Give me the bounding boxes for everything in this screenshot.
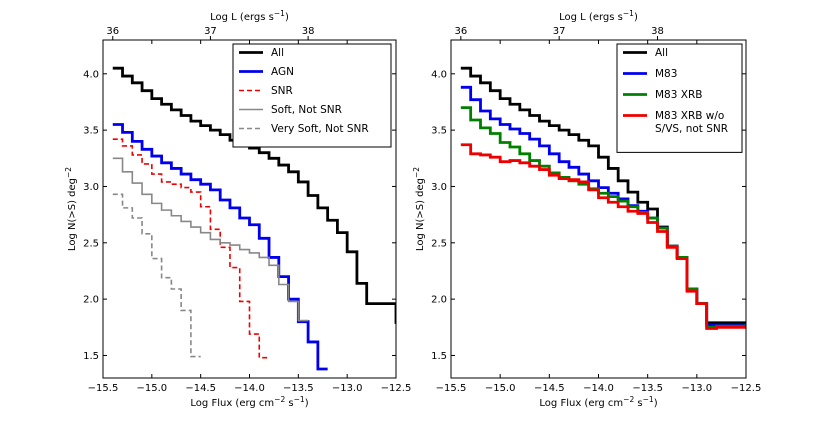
legend: All M83 M83 XRB M83 XRB w/o S/VS, not SNR (616, 43, 743, 153)
x-tick-label: −14.0 (583, 383, 614, 394)
top-tick-label: 36 (454, 26, 467, 37)
series-line-very-soft-not-snr (112, 193, 201, 358)
y-tick-label: 2.5 (83, 238, 99, 249)
y-axis-label-part-1: −2 (412, 167, 421, 178)
x-axis-label-part-2: s (285, 398, 293, 409)
series-group (460, 66, 746, 330)
top-tick-label: 38 (302, 26, 315, 37)
y-tick-label: 4.0 (431, 69, 447, 80)
y-tick-label: 2.0 (83, 295, 99, 306)
y-axis-label-part-0: Log N(>S) deg (415, 178, 426, 251)
x-axis-label: Log Flux (erg cm−2 s−1) (539, 395, 657, 410)
x-tick-label: −15.5 (88, 383, 119, 394)
legend-box (616, 43, 743, 153)
x-tick-label: −12.5 (731, 383, 762, 394)
x-axis-label-part-0: Log Flux (erg cm (190, 398, 274, 409)
y-tick-label: 2.5 (431, 238, 447, 249)
top-tick-label: 37 (204, 26, 217, 37)
legend-label-all: All (271, 47, 284, 59)
y-tick-label: 1.5 (431, 351, 447, 362)
legend-label-very-soft-not-snr: Very Soft, Not SNR (271, 123, 369, 135)
y-tick-label: 4.0 (83, 69, 99, 80)
x-tick-label: −13.0 (682, 383, 713, 394)
panel-right: −15.5 −15.0 −14.5 −14.0 −13.5 −13.0 −12.51.52.… (412, 9, 762, 410)
x-axis-label-part-4: ) (654, 398, 658, 409)
x-axis-label-part-3: −1 (643, 395, 654, 404)
x-tick-label: −15.5 (436, 383, 467, 394)
top-axis-label-part-1: −1 (274, 9, 285, 18)
top-tick-label: 36 (106, 26, 119, 37)
x-axis-label-part-3: −1 (294, 395, 305, 404)
y-tick-label: 3.5 (431, 126, 447, 137)
y-tick-label: 3.0 (431, 182, 447, 193)
top-axis-label-part-0: Log L (ergs s (210, 12, 274, 23)
series-line-agn (112, 123, 328, 371)
y-axis-label: Log N(>S) deg−2 (412, 167, 427, 251)
legend-label-m83-xrb: M83 XRB (655, 89, 702, 101)
legend-label-all: All (655, 47, 668, 59)
y-tick-label: 3.5 (83, 126, 99, 137)
legend-label-m83: M83 (655, 68, 677, 80)
legend-box (232, 43, 392, 148)
y-tick-label: 2.0 (431, 295, 447, 306)
x-tick-label: −12.5 (381, 383, 412, 394)
top-axis-label: Log L (ergs s−1) (559, 9, 638, 24)
x-axis-label: Log Flux (erg cm−2 s−1) (190, 395, 308, 410)
x-axis-label-part-1: −2 (623, 395, 634, 404)
legend-label-line: S/VS, not SNR (655, 123, 728, 135)
x-tick-label: −14.5 (534, 383, 565, 394)
legend-label-snr: SNR (271, 85, 293, 97)
x-axis-label-part-2: s (634, 398, 642, 409)
x-tick-label: −14.0 (234, 383, 265, 394)
x-axis-label-part-0: Log Flux (erg cm (539, 398, 623, 409)
series-line-snr (112, 138, 270, 359)
series-line-soft-not-snr (112, 157, 309, 322)
legend: All AGN SNR Soft, Not SNR Very Soft, Not SNR (232, 43, 392, 148)
x-tick-label: −13.5 (283, 383, 314, 394)
x-tick-label: −14.5 (185, 383, 216, 394)
y-axis-label-part-1: −2 (64, 167, 73, 178)
top-tick-label: 38 (651, 26, 664, 37)
top-axis-label-part-0: Log L (ergs s (559, 12, 623, 23)
legend-label-m83-xrb-w-o-s-vs-not-snr: M83 XRB w/o S/VS, not SNR (655, 110, 728, 135)
y-tick-label: 3.0 (83, 182, 99, 193)
y-axis-label: Log N(>S) deg−2 (64, 167, 79, 251)
y-axis-label-part-0: Log N(>S) deg (67, 178, 78, 251)
x-tick-label: −15.0 (485, 383, 516, 394)
series-line-m83-xrb-w-o-s-vs-not-snr (460, 143, 746, 330)
top-tick-label: 37 (553, 26, 566, 37)
panel-left: −15.5 −15.0 −14.5 −14.0 −13.5 −13.0 −12.51.52.… (64, 9, 412, 410)
x-axis-label-part-4: ) (305, 398, 309, 409)
x-axis-label-part-1: −2 (274, 395, 285, 404)
y-tick-label: 1.5 (83, 351, 99, 362)
x-tick-label: −15.0 (137, 383, 168, 394)
top-axis-label-part-1: −1 (623, 9, 634, 18)
x-tick-label: −13.5 (632, 383, 663, 394)
top-axis-label-part-2: ) (285, 12, 289, 23)
top-axis-label: Log L (ergs s−1) (210, 9, 289, 24)
legend-label-agn: AGN (271, 66, 294, 78)
top-axis-label-part-2: ) (634, 12, 638, 23)
legend-label-line: M83 XRB w/o (655, 110, 724, 122)
x-tick-label: −13.0 (332, 383, 363, 394)
legend-label-soft-not-snr: Soft, Not SNR (271, 104, 342, 116)
